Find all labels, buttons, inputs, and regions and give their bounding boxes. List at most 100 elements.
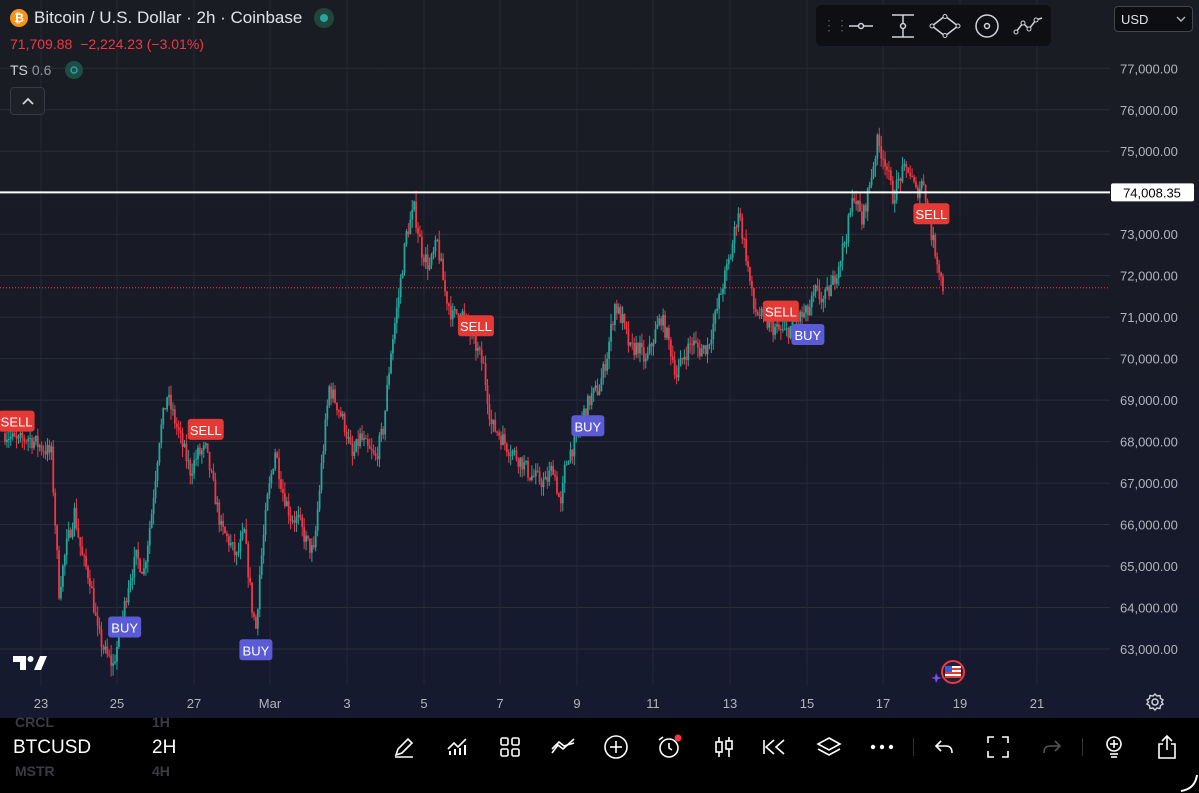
more-button[interactable]: [867, 732, 897, 762]
candle-body: [457, 313, 460, 319]
drawing-toolbar[interactable]: ⋮⋮: [816, 5, 1051, 46]
candle-body: [633, 343, 636, 356]
candle-body: [571, 449, 574, 457]
path-tool[interactable]: [1008, 9, 1050, 43]
candle-body: [515, 450, 518, 460]
time-tick-label: 17: [876, 696, 890, 711]
redo-button[interactable]: [1037, 732, 1067, 762]
layouts-button[interactable]: [495, 732, 525, 762]
currency-select[interactable]: USD: [1114, 6, 1193, 32]
add-button[interactable]: [601, 732, 631, 762]
alerts-button[interactable]: [654, 732, 684, 762]
candle-body: [96, 615, 99, 626]
candle-body: [613, 304, 616, 325]
candle-body: [544, 476, 547, 480]
candle-body: [669, 339, 672, 357]
time-tick-label: 19: [953, 696, 967, 711]
candle-body: [7, 439, 10, 441]
candle-body: [274, 452, 277, 469]
candle-body: [523, 462, 526, 470]
candle-body: [428, 265, 431, 270]
sell-signal-label: SELL: [190, 423, 222, 438]
candle-body: [341, 413, 344, 417]
candle-body: [803, 312, 805, 317]
indicator-settings-icon[interactable]: [65, 61, 84, 79]
candle-body: [698, 347, 701, 357]
candle-body: [266, 494, 269, 511]
candle-body: [498, 432, 500, 436]
symbol-header[interactable]: ₿ Bitcoin / U.S. Dollar · 2h · Coinbase: [10, 8, 335, 28]
price-tick-label: 66,000.00: [1120, 518, 1178, 533]
candle-body: [862, 205, 865, 225]
candle-body: [828, 286, 831, 297]
candle-body: [864, 205, 867, 212]
redo-icon: [1043, 740, 1062, 754]
fullscreen-button[interactable]: [983, 732, 1013, 762]
chart-settings-icon[interactable]: [1145, 692, 1165, 717]
share-icon: [1158, 734, 1176, 759]
compare-button[interactable]: [548, 732, 578, 762]
candle-body: [639, 342, 641, 354]
candle-body: [700, 348, 703, 357]
candle-body: [779, 329, 782, 331]
candle-body: [679, 358, 682, 367]
undo-button[interactable]: [929, 732, 959, 762]
candle-body: [617, 307, 620, 314]
watchlist-ghost-interval: 1H: [152, 714, 170, 730]
candle-body: [235, 552, 238, 556]
resize-corner-icon: [1180, 774, 1198, 792]
candle-body: [185, 443, 188, 461]
candle-body: [463, 311, 466, 316]
fullscreen-icon: [987, 736, 1009, 758]
vertical-line-tool[interactable]: [882, 9, 924, 43]
candle-body: [559, 497, 562, 504]
candle-body: [231, 542, 234, 544]
object-tree-button[interactable]: [814, 732, 844, 762]
candle-body: [519, 457, 522, 467]
candle-body: [687, 343, 690, 360]
chart-type-button[interactable]: [709, 732, 739, 762]
indicator-legend[interactable]: TS 0.6: [10, 61, 84, 79]
economic-events-icon[interactable]: [931, 659, 967, 690]
chart-area[interactable]: 77,000.00 76,000.00 75,000.00 73,000.00 72,0…: [0, 0, 1199, 718]
candle-body: [92, 588, 95, 613]
candle-body: [749, 266, 751, 281]
candle-body: [870, 177, 873, 186]
indicators-button[interactable]: [442, 732, 472, 762]
candle-body: [500, 435, 502, 445]
watchlist-ghost-symbol[interactable]: CRCL: [15, 714, 54, 730]
replay-button[interactable]: [760, 732, 790, 762]
sell-signal-badge: [187, 418, 224, 440]
candle-body: [202, 445, 205, 451]
symbol-selector[interactable]: BTCUSD: [13, 737, 92, 758]
candle-body: [237, 551, 240, 553]
drag-handle-icon[interactable]: ⋮⋮: [822, 17, 849, 33]
candle-body: [116, 646, 118, 662]
candle-body: [63, 555, 66, 566]
share-button[interactable]: [1152, 732, 1182, 762]
watchlist-ghost-symbol[interactable]: MSTR: [15, 763, 55, 779]
candle-body: [760, 308, 763, 317]
candle-body: [44, 451, 47, 455]
candles-icon: [715, 737, 733, 757]
candle-body: [436, 239, 439, 241]
price-tick-label: 63,000.00: [1120, 642, 1178, 657]
collapse-legend-button[interactable]: [10, 87, 45, 115]
ideas-button[interactable]: [1099, 732, 1129, 762]
candle-body: [600, 378, 603, 392]
candle-body: [799, 311, 802, 322]
time-tick-label: 13: [723, 696, 737, 711]
ellipse-tool[interactable]: [924, 9, 966, 43]
price-chart[interactable]: 77,000.00 76,000.00 75,000.00 73,000.00 72,0…: [0, 0, 1199, 718]
time-tick-label: Mar: [259, 696, 282, 711]
time-tick-label: 5: [420, 696, 427, 711]
tradingview-logo[interactable]: [13, 654, 47, 677]
interval-selector[interactable]: 2H: [152, 737, 177, 758]
horizontal-ray-tool[interactable]: [840, 9, 882, 43]
drawing-tools-button[interactable]: [389, 732, 419, 762]
circle-tool[interactable]: [966, 9, 1008, 43]
candle-body: [299, 514, 302, 518]
candle-body: [79, 537, 82, 547]
candle-body: [453, 309, 456, 311]
candle-body: [104, 646, 107, 650]
